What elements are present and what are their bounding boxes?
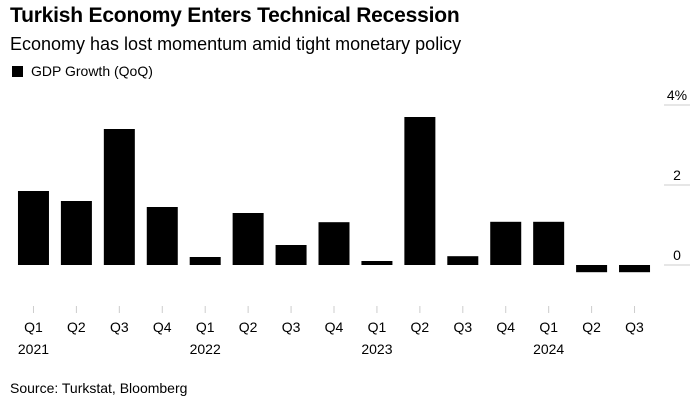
y-tick-label-2: 2: [673, 167, 681, 183]
x-tick-label-3: Q3: [110, 319, 129, 335]
bar-14: [576, 265, 608, 273]
bar-6: [232, 213, 264, 265]
bar-12: [490, 221, 522, 265]
bar-9: [361, 261, 393, 265]
bar-8: [318, 222, 350, 265]
year-label-2022: 2022: [190, 341, 221, 357]
x-tick-label-10: Q2: [411, 319, 430, 335]
year-label-2024: 2024: [533, 341, 564, 357]
bar-15: [619, 265, 651, 273]
y-tick-label-0: 0: [673, 247, 681, 263]
y-tick-label-4: 4%: [667, 87, 687, 103]
x-tick-label-4: Q4: [153, 319, 172, 335]
x-tick-label-9: Q1: [368, 319, 387, 335]
x-tick-label-1: Q1: [24, 319, 43, 335]
bar-3: [103, 129, 135, 265]
x-tick-label-5: Q1: [196, 319, 215, 335]
x-tick-label-8: Q4: [325, 319, 344, 335]
x-tick-label-11: Q3: [453, 319, 472, 335]
bar-13: [533, 221, 565, 265]
chart-title: Turkish Economy Enters Technical Recessi…: [10, 4, 460, 27]
x-tick-label-2: Q2: [67, 319, 86, 335]
bar-4: [146, 207, 178, 265]
bar-11: [447, 256, 479, 265]
x-tick-label-14: Q2: [582, 319, 601, 335]
legend-label: GDP Growth (QoQ): [31, 63, 153, 79]
year-label-2021: 2021: [18, 341, 49, 357]
x-tick-label-7: Q3: [282, 319, 301, 335]
x-tick-label-13: Q1: [539, 319, 558, 335]
x-tick-label-15: Q3: [625, 319, 644, 335]
bar-1: [17, 191, 49, 265]
x-tick-label-6: Q2: [239, 319, 258, 335]
source-note: Source: Turkstat, Bloomberg: [10, 380, 188, 396]
year-label-2023: 2023: [361, 341, 392, 357]
bar-10: [404, 117, 436, 265]
legend-swatch: [12, 65, 23, 77]
legend: GDP Growth (QoQ): [12, 63, 153, 79]
chart-subtitle: Economy has lost momentum amid tight mon…: [10, 34, 462, 54]
bar-7: [275, 245, 307, 265]
bar-5: [189, 257, 221, 265]
bar-2: [60, 201, 92, 265]
x-tick-label-12: Q4: [496, 319, 515, 335]
